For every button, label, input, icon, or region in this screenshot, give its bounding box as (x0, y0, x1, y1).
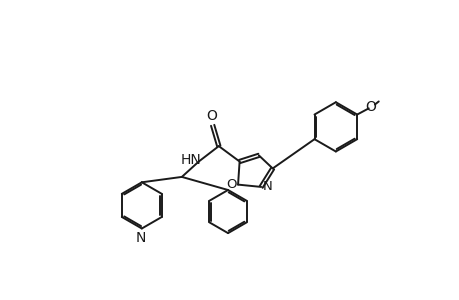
Text: O: O (206, 109, 217, 123)
Text: N: N (262, 180, 272, 194)
Text: N: N (135, 231, 146, 245)
Text: O: O (226, 178, 237, 191)
Text: HN: HN (180, 153, 201, 167)
Text: O: O (365, 100, 375, 114)
